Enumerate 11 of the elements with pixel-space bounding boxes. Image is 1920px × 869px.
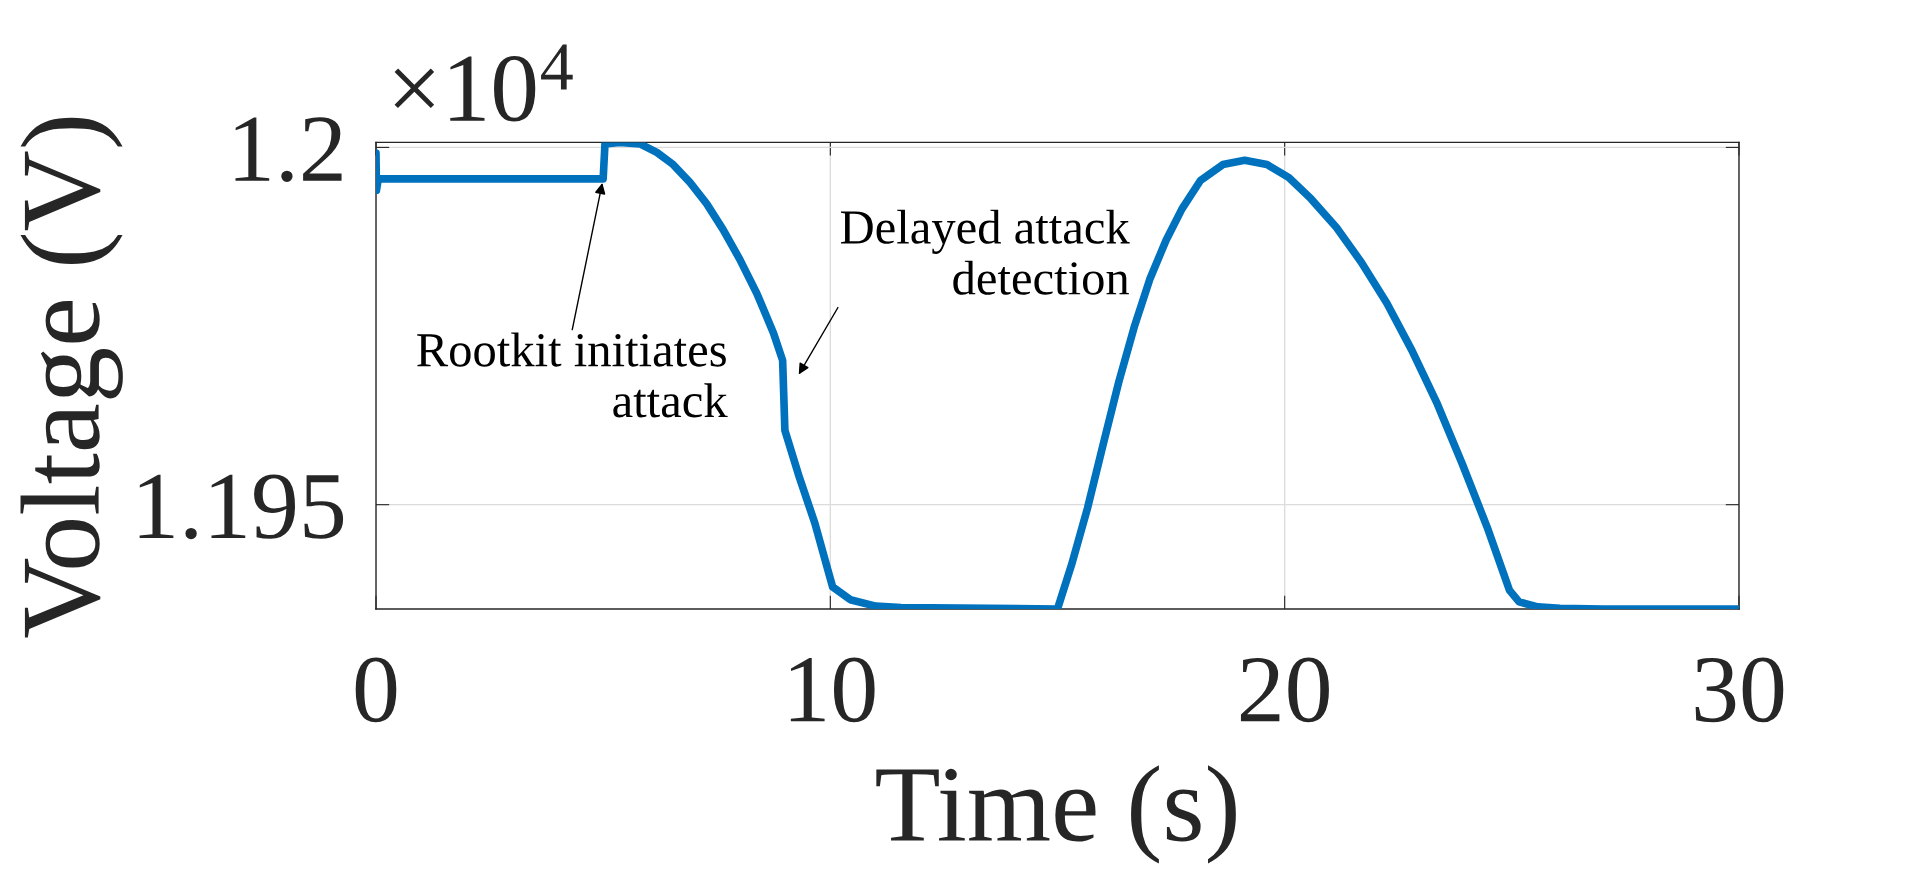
y-axis-title: Voltage (V) [20,117,123,638]
y-tick-label: 1.2 [235,117,342,183]
x-axis-title: Time (s) [876,765,1236,864]
x-tick-label: 0 [355,657,397,723]
x-tick-label: 10 [790,657,875,723]
annotation: Delayed attack detection [840,209,1130,295]
x-tick-label: 30 [1695,657,1784,723]
annotation: Rootkit initiates attack [417,332,728,418]
y-tick-label: 1.195 [139,474,344,540]
text: ×10$^{4}$ [394,44,573,122]
x-tick-label: 20 [1240,657,1329,723]
